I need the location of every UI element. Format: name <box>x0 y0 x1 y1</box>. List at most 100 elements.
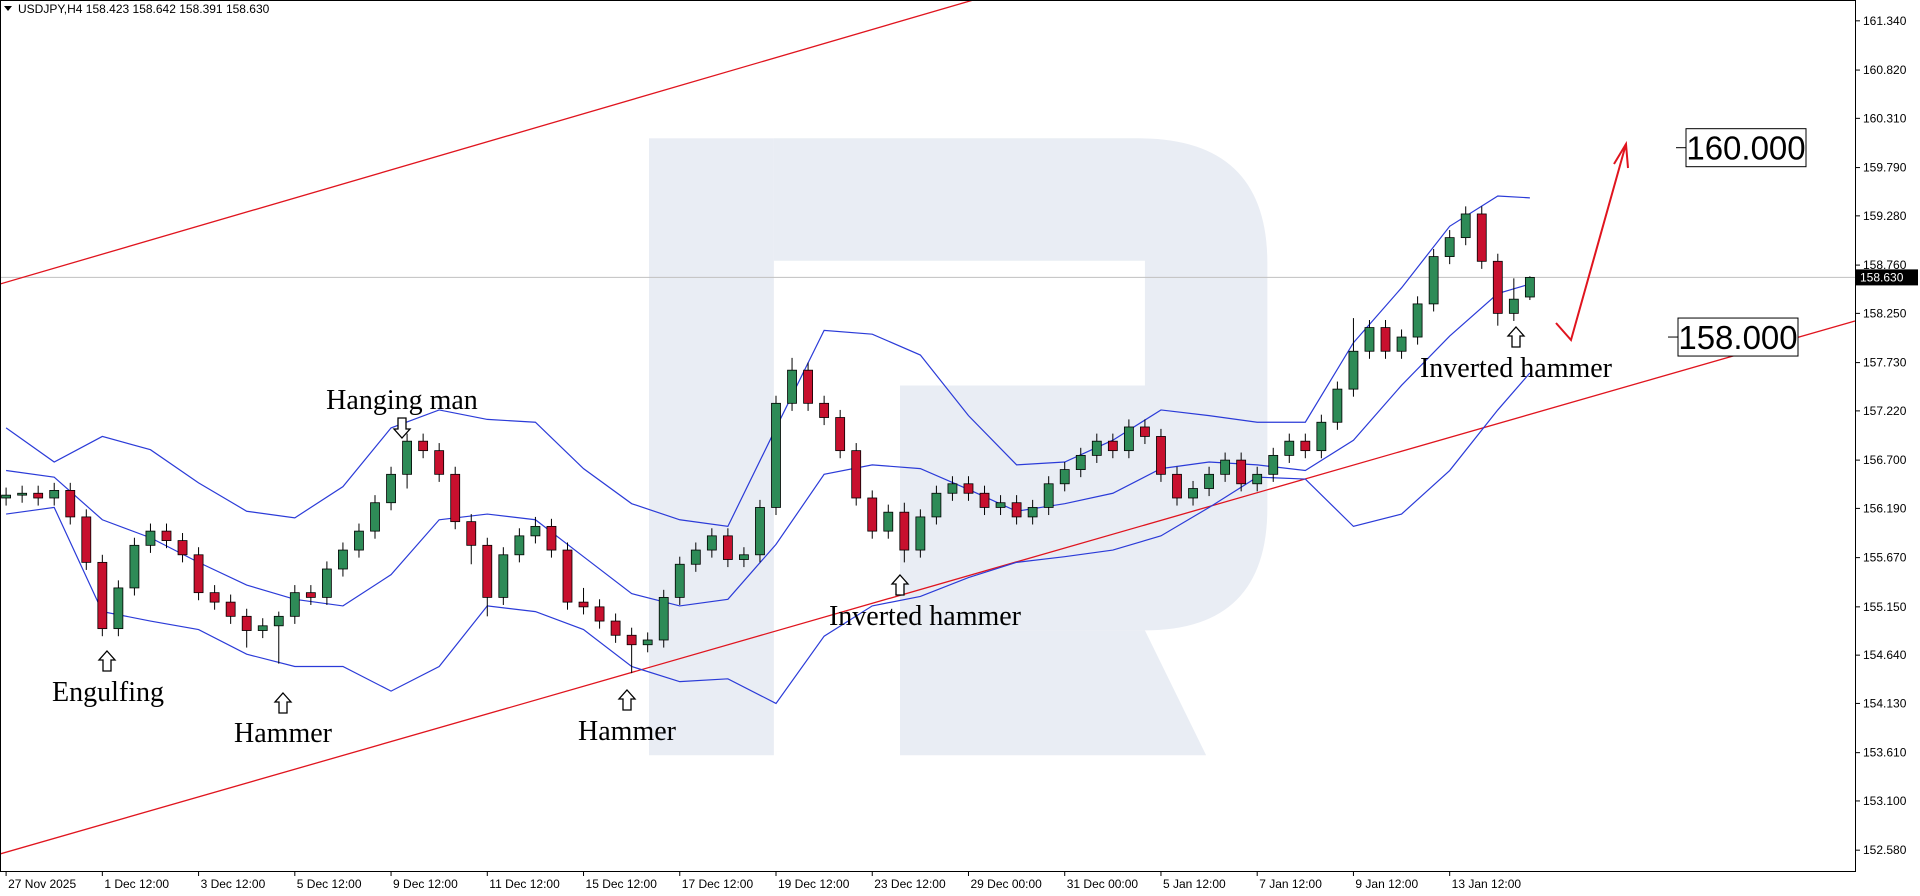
candle-body <box>915 516 926 551</box>
y-tick-label: 157.220 <box>1863 404 1907 418</box>
level-label: 158.000 <box>1678 319 1797 356</box>
candle-body <box>1524 276 1535 298</box>
y-tick-label: 160.310 <box>1863 111 1907 125</box>
candle-body <box>883 511 894 532</box>
y-tick-label: 160.820 <box>1863 63 1907 77</box>
pattern-arrow <box>1506 326 1526 348</box>
candle-body <box>482 544 493 598</box>
candle-body <box>1172 473 1182 499</box>
y-tick-label: 155.150 <box>1863 600 1907 614</box>
candle-body <box>434 450 445 475</box>
candle-body <box>819 402 830 418</box>
y-tick-label: 158.760 <box>1863 258 1907 272</box>
candle-body <box>1059 469 1070 485</box>
candle-body <box>771 402 781 508</box>
candle-body <box>193 554 204 594</box>
candle-body <box>65 490 76 518</box>
x-tick-label: 27 Nov 2025 <box>8 877 76 891</box>
menu-triangle[interactable] <box>4 6 12 11</box>
candle-body <box>97 561 108 630</box>
candle-body <box>787 369 797 404</box>
candle-body <box>305 592 316 598</box>
pattern-label: Hanging man <box>326 385 478 416</box>
candle-body <box>466 521 477 546</box>
candle-body <box>1011 502 1022 518</box>
candle-body <box>562 549 573 603</box>
candle-body <box>546 525 557 551</box>
candle-body <box>386 473 396 504</box>
candle-body <box>739 554 749 560</box>
candle-body <box>145 530 156 546</box>
candle-body <box>1252 473 1263 485</box>
y-tick-label: 154.640 <box>1863 648 1907 662</box>
candle-body <box>49 490 60 499</box>
trend-line <box>0 0 974 285</box>
pattern-arrow <box>273 692 293 714</box>
candle-body <box>225 601 236 617</box>
candle-body <box>851 450 862 499</box>
x-tick-label: 15 Dec 12:00 <box>586 877 658 891</box>
candle-body <box>1091 440 1102 456</box>
pattern-arrow <box>392 417 412 439</box>
candle-body <box>177 540 188 556</box>
candle-body <box>257 625 268 631</box>
candle-body <box>899 511 910 551</box>
candle-body <box>835 417 846 452</box>
y-tick-label: 161.340 <box>1863 14 1907 28</box>
candle-body <box>963 483 974 494</box>
candle-body <box>722 535 733 560</box>
candle-body <box>626 634 637 646</box>
y-tick-label: 158.250 <box>1863 306 1907 320</box>
candle-body <box>1348 350 1359 390</box>
y-tick-label: 159.280 <box>1863 209 1907 223</box>
price-tag-label: 158.630 <box>1860 270 1904 284</box>
candle-body <box>1284 440 1295 456</box>
candle-body <box>755 507 765 556</box>
candle-body <box>706 535 717 551</box>
candle-body <box>1123 426 1134 452</box>
x-tick-label: 9 Jan 12:00 <box>1355 877 1418 891</box>
pattern-arrow <box>97 650 117 672</box>
candle-body <box>867 497 878 532</box>
pattern-label: Engulfing <box>52 677 164 708</box>
candle-body <box>498 554 509 598</box>
candle-body <box>81 516 92 563</box>
band-lower <box>6 372 1531 705</box>
candle-body <box>1188 488 1198 499</box>
candle-body <box>642 639 653 646</box>
candle-body <box>1107 440 1118 452</box>
candle-body <box>1412 303 1423 338</box>
level-box <box>1677 317 1799 357</box>
price-tag <box>1856 269 1918 286</box>
pattern-label: Hammer <box>234 718 333 749</box>
x-tick-label: 31 Dec 00:00 <box>1067 877 1139 891</box>
x-tick-label: 9 Dec 12:00 <box>393 877 458 891</box>
candle-body <box>1220 459 1231 475</box>
candle-body <box>1460 213 1471 239</box>
candle-body <box>578 601 589 608</box>
candle-body <box>1204 473 1214 489</box>
candle-body <box>1075 454 1086 470</box>
chart-header: USDJPY,H4 158.423 158.642 158.391 158.63… <box>18 2 270 16</box>
candle-body <box>931 492 942 518</box>
candle-body <box>1428 256 1439 305</box>
candle-body <box>241 615 252 631</box>
band-middle <box>6 283 1531 607</box>
candle-body <box>354 530 364 551</box>
x-tick-label: 19 Dec 12:00 <box>778 877 850 891</box>
candle-body <box>1236 459 1247 485</box>
pattern-label: Inverted hammer <box>1420 353 1613 384</box>
candle-body <box>289 592 300 617</box>
candle-body <box>594 606 605 622</box>
plot-area <box>0 0 1856 855</box>
y-tick-label: 155.670 <box>1863 551 1907 565</box>
x-tick-label: 5 Dec 12:00 <box>297 877 362 891</box>
candle-body <box>338 549 348 570</box>
candle-body <box>658 596 669 641</box>
candle-body <box>209 592 220 603</box>
pattern-arrow <box>890 574 910 596</box>
x-tick-label: 13 Jan 12:00 <box>1452 877 1522 891</box>
y-tick-label: 153.610 <box>1863 746 1907 760</box>
candle-body <box>1043 483 1054 508</box>
candle-body <box>1027 507 1038 518</box>
